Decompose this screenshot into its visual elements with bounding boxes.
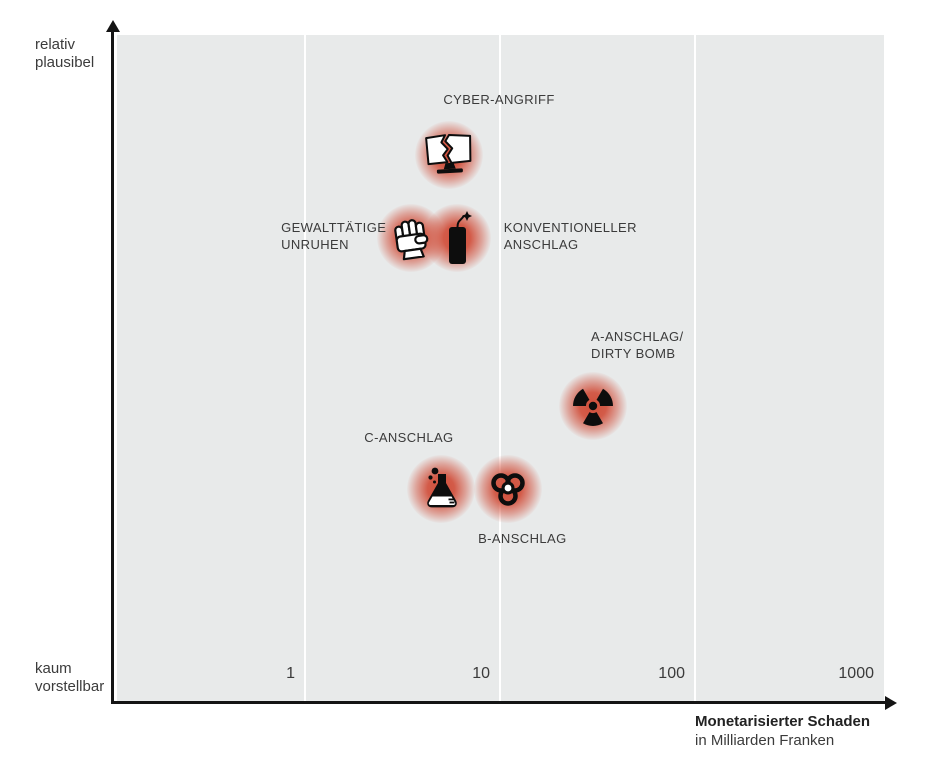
point-label-flask: C-ANSCHLAG [364,430,454,446]
y-axis-top-label-line1: relativ [35,36,76,53]
radiation-icon [570,383,616,429]
raised-fist-icon [391,214,431,262]
point-label-raised-fist: GEWALTTÄTIGE UNRUHEN [281,220,387,253]
point-label-dynamite: KONVENTIONELLER ANSCHLAG [503,220,637,253]
x-axis-arrow-icon [885,695,897,710]
y-axis-arrow-icon [105,20,120,32]
x-tick-label-100: 100 [658,665,685,682]
y-axis-bottom-label-line2: vorstellbar [35,678,105,695]
x-axis-subtitle: in Milliarden Franken [695,732,835,749]
flask-icon [420,467,462,511]
biohazard-icon [485,466,531,512]
gridline-10 [499,35,501,701]
point-label-biohazard: B-ANSCHLAG [478,531,567,547]
x-axis-title: Monetarisierter Schaden [695,713,871,730]
x-tick-label-1: 1 [286,665,295,682]
x-tick-label-10: 10 [472,665,490,682]
point-label-radiation: A-ANSCHLAG/ DIRTY BOMB [591,328,684,361]
gridline-100 [694,35,696,701]
y-axis-line [111,30,114,703]
y-axis-bottom-label: kaum vorstellbar [35,660,104,696]
y-axis-top-label-line2: plausibel [35,54,95,71]
y-axis-top-label: relativ plausibel [35,36,94,72]
point-label-broken-monitor: CYBER-ANGRIFF [443,91,555,107]
dynamite-icon [441,211,473,265]
y-axis-bottom-label-line1: kaum [35,660,72,677]
gridline-1 [304,35,306,701]
x-axis-line [111,701,887,704]
broken-monitor-icon [424,133,474,176]
x-tick-label-1000: 1000 [838,665,874,682]
